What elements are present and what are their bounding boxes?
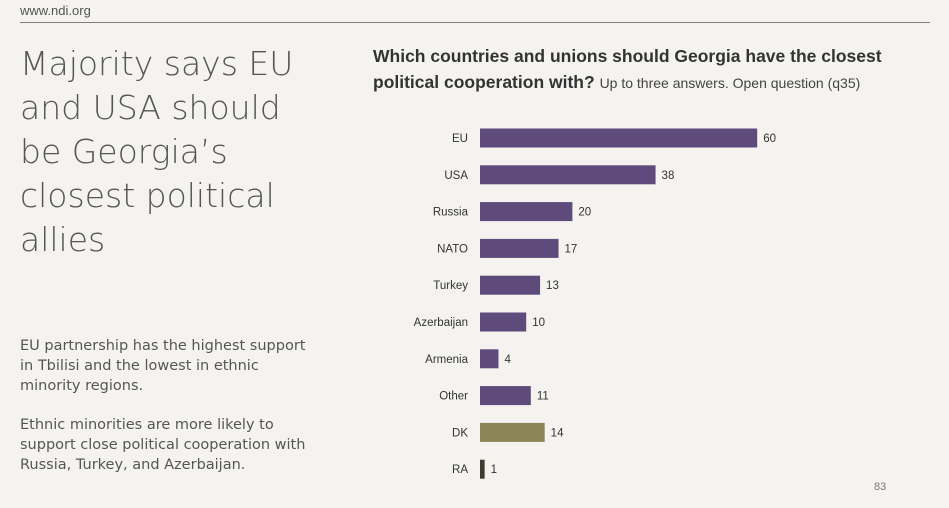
value-label: 1 [491, 464, 497, 476]
bar [480, 238, 559, 258]
bar [480, 128, 758, 148]
value-label: 20 [578, 207, 591, 219]
category-label: Russia [433, 207, 469, 219]
bar [480, 312, 527, 332]
body-paragraph-2: Ethnic minorities are more likely to sup… [20, 417, 306, 473]
category-label: Armenia [425, 354, 468, 366]
source-url: www.ndi.org [20, 3, 91, 18]
bar [480, 202, 573, 222]
category-label: DK [452, 427, 468, 439]
bar [480, 275, 541, 295]
value-label: 14 [551, 427, 564, 439]
category-label: Azerbaijan [414, 317, 468, 329]
bar [480, 459, 485, 479]
value-label: 13 [546, 280, 559, 292]
bar [480, 165, 656, 185]
value-label: 38 [662, 170, 675, 182]
bar [480, 386, 531, 406]
category-label: NATO [437, 243, 468, 255]
chart-question: Which countries and unions should Georgi… [373, 43, 933, 96]
bar [480, 349, 499, 369]
question-note: Up to three answers. Open question (q35) [599, 75, 861, 91]
category-label: Turkey [433, 280, 468, 292]
category-label: USA [444, 170, 468, 182]
question-text: Which countries and unions should Georgi… [373, 46, 882, 92]
page-number: 83 [874, 481, 887, 493]
slide-headline: Majority says EU and USA should be Georg… [20, 44, 294, 259]
value-label: 17 [565, 243, 578, 255]
value-label: 11 [537, 391, 549, 403]
category-label: RA [452, 464, 468, 476]
category-label: EU [452, 133, 468, 145]
value-label: 10 [532, 317, 545, 329]
bar [480, 422, 545, 442]
value-label: 4 [504, 354, 511, 366]
header-divider [20, 22, 930, 23]
value-label: 60 [763, 133, 776, 145]
body-paragraph-1: EU partnership has the highest support i… [20, 338, 306, 394]
category-label: Other [439, 391, 468, 403]
